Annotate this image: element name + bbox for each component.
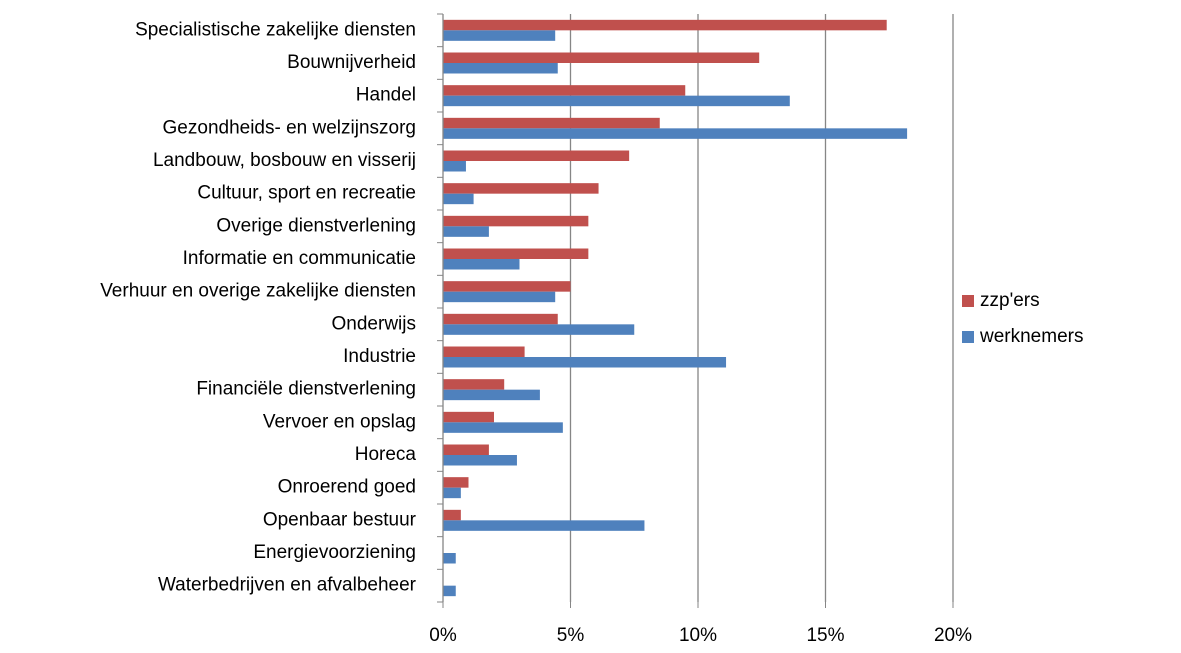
y-tick-label: Horeca <box>355 444 417 465</box>
y-tick-label: Vervoer en opslag <box>263 411 416 432</box>
y-tick-label: Landbouw, bosbouw en visserij <box>153 150 416 171</box>
bar <box>443 455 517 466</box>
y-tick-label: Financiële dienstverlening <box>196 379 416 400</box>
bar <box>443 19 887 31</box>
bar <box>443 95 790 107</box>
bar <box>443 117 660 129</box>
y-tick-label: Waterbedrijven en afvalbeheer <box>158 575 417 596</box>
bar <box>443 553 456 564</box>
x-tick-label: 10% <box>679 625 717 646</box>
bar <box>443 444 489 455</box>
y-tick-label: Bouwnijverheid <box>287 52 416 73</box>
bar <box>443 52 760 63</box>
legend-label: zzp'ers <box>980 290 1040 311</box>
legend-swatch <box>962 331 974 343</box>
bar <box>443 346 525 357</box>
y-tick-label: Overige dienstverlening <box>216 215 416 236</box>
y-tick-label: Industrie <box>343 346 416 367</box>
bar <box>443 150 630 161</box>
bar <box>443 422 563 433</box>
y-tick-label: Onroerend goed <box>278 477 416 498</box>
bar <box>443 161 466 172</box>
legend-swatch <box>962 295 974 307</box>
bar <box>443 389 540 401</box>
y-tick-label: Specialistische zakelijke diensten <box>135 19 416 40</box>
bar <box>443 477 469 488</box>
bar <box>443 324 635 335</box>
y-tick-label: Energievoorziening <box>253 542 416 563</box>
bar <box>443 585 456 597</box>
y-tick-label: Verhuur en overige zakelijke diensten <box>100 281 416 302</box>
y-tick-label: Handel <box>356 85 416 106</box>
bar <box>443 248 589 259</box>
bar <box>443 487 461 499</box>
bar <box>443 259 520 270</box>
legend-label: werknemers <box>979 326 1083 347</box>
bar <box>443 509 461 521</box>
bar <box>443 313 558 325</box>
x-tick-label: 0% <box>429 625 457 646</box>
bar <box>443 85 686 96</box>
y-tick-label: Openbaar bestuur <box>263 509 417 530</box>
bar <box>443 357 727 368</box>
bar <box>443 30 556 41</box>
bar <box>443 281 571 292</box>
bar <box>443 215 589 227</box>
y-tick-label: Gezondheids- en welzijnszorg <box>163 117 416 138</box>
bar <box>443 183 599 194</box>
bar <box>443 193 474 205</box>
bar <box>443 128 908 139</box>
x-tick-label: 5% <box>557 625 585 646</box>
y-tick-label: Cultuur, sport en recreatie <box>197 183 416 204</box>
bar <box>443 411 494 423</box>
bar <box>443 291 556 303</box>
bar <box>443 379 505 390</box>
bar <box>443 63 558 74</box>
y-tick-label: Informatie en communicatie <box>183 248 416 269</box>
y-tick-label: Onderwijs <box>332 313 416 334</box>
x-tick-label: 20% <box>934 625 972 646</box>
bar <box>443 520 645 531</box>
x-tick-label: 15% <box>806 625 844 646</box>
bar <box>443 226 489 237</box>
